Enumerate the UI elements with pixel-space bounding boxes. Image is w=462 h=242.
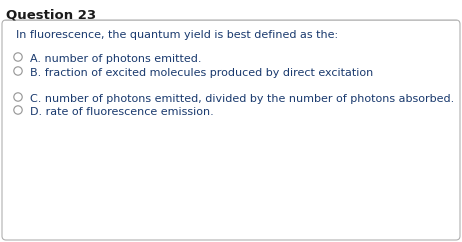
FancyBboxPatch shape: [2, 20, 460, 240]
Text: A. number of photons emitted.: A. number of photons emitted.: [30, 54, 201, 64]
Text: D. rate of fluorescence emission.: D. rate of fluorescence emission.: [30, 107, 214, 117]
Text: In fluorescence, the quantum yield is best defined as the:: In fluorescence, the quantum yield is be…: [16, 30, 338, 40]
Text: C. number of photons emitted, divided by the number of photons absorbed.: C. number of photons emitted, divided by…: [30, 94, 454, 104]
Text: Question 23: Question 23: [6, 8, 96, 21]
Text: B. fraction of excited molecules produced by direct excitation: B. fraction of excited molecules produce…: [30, 68, 373, 78]
